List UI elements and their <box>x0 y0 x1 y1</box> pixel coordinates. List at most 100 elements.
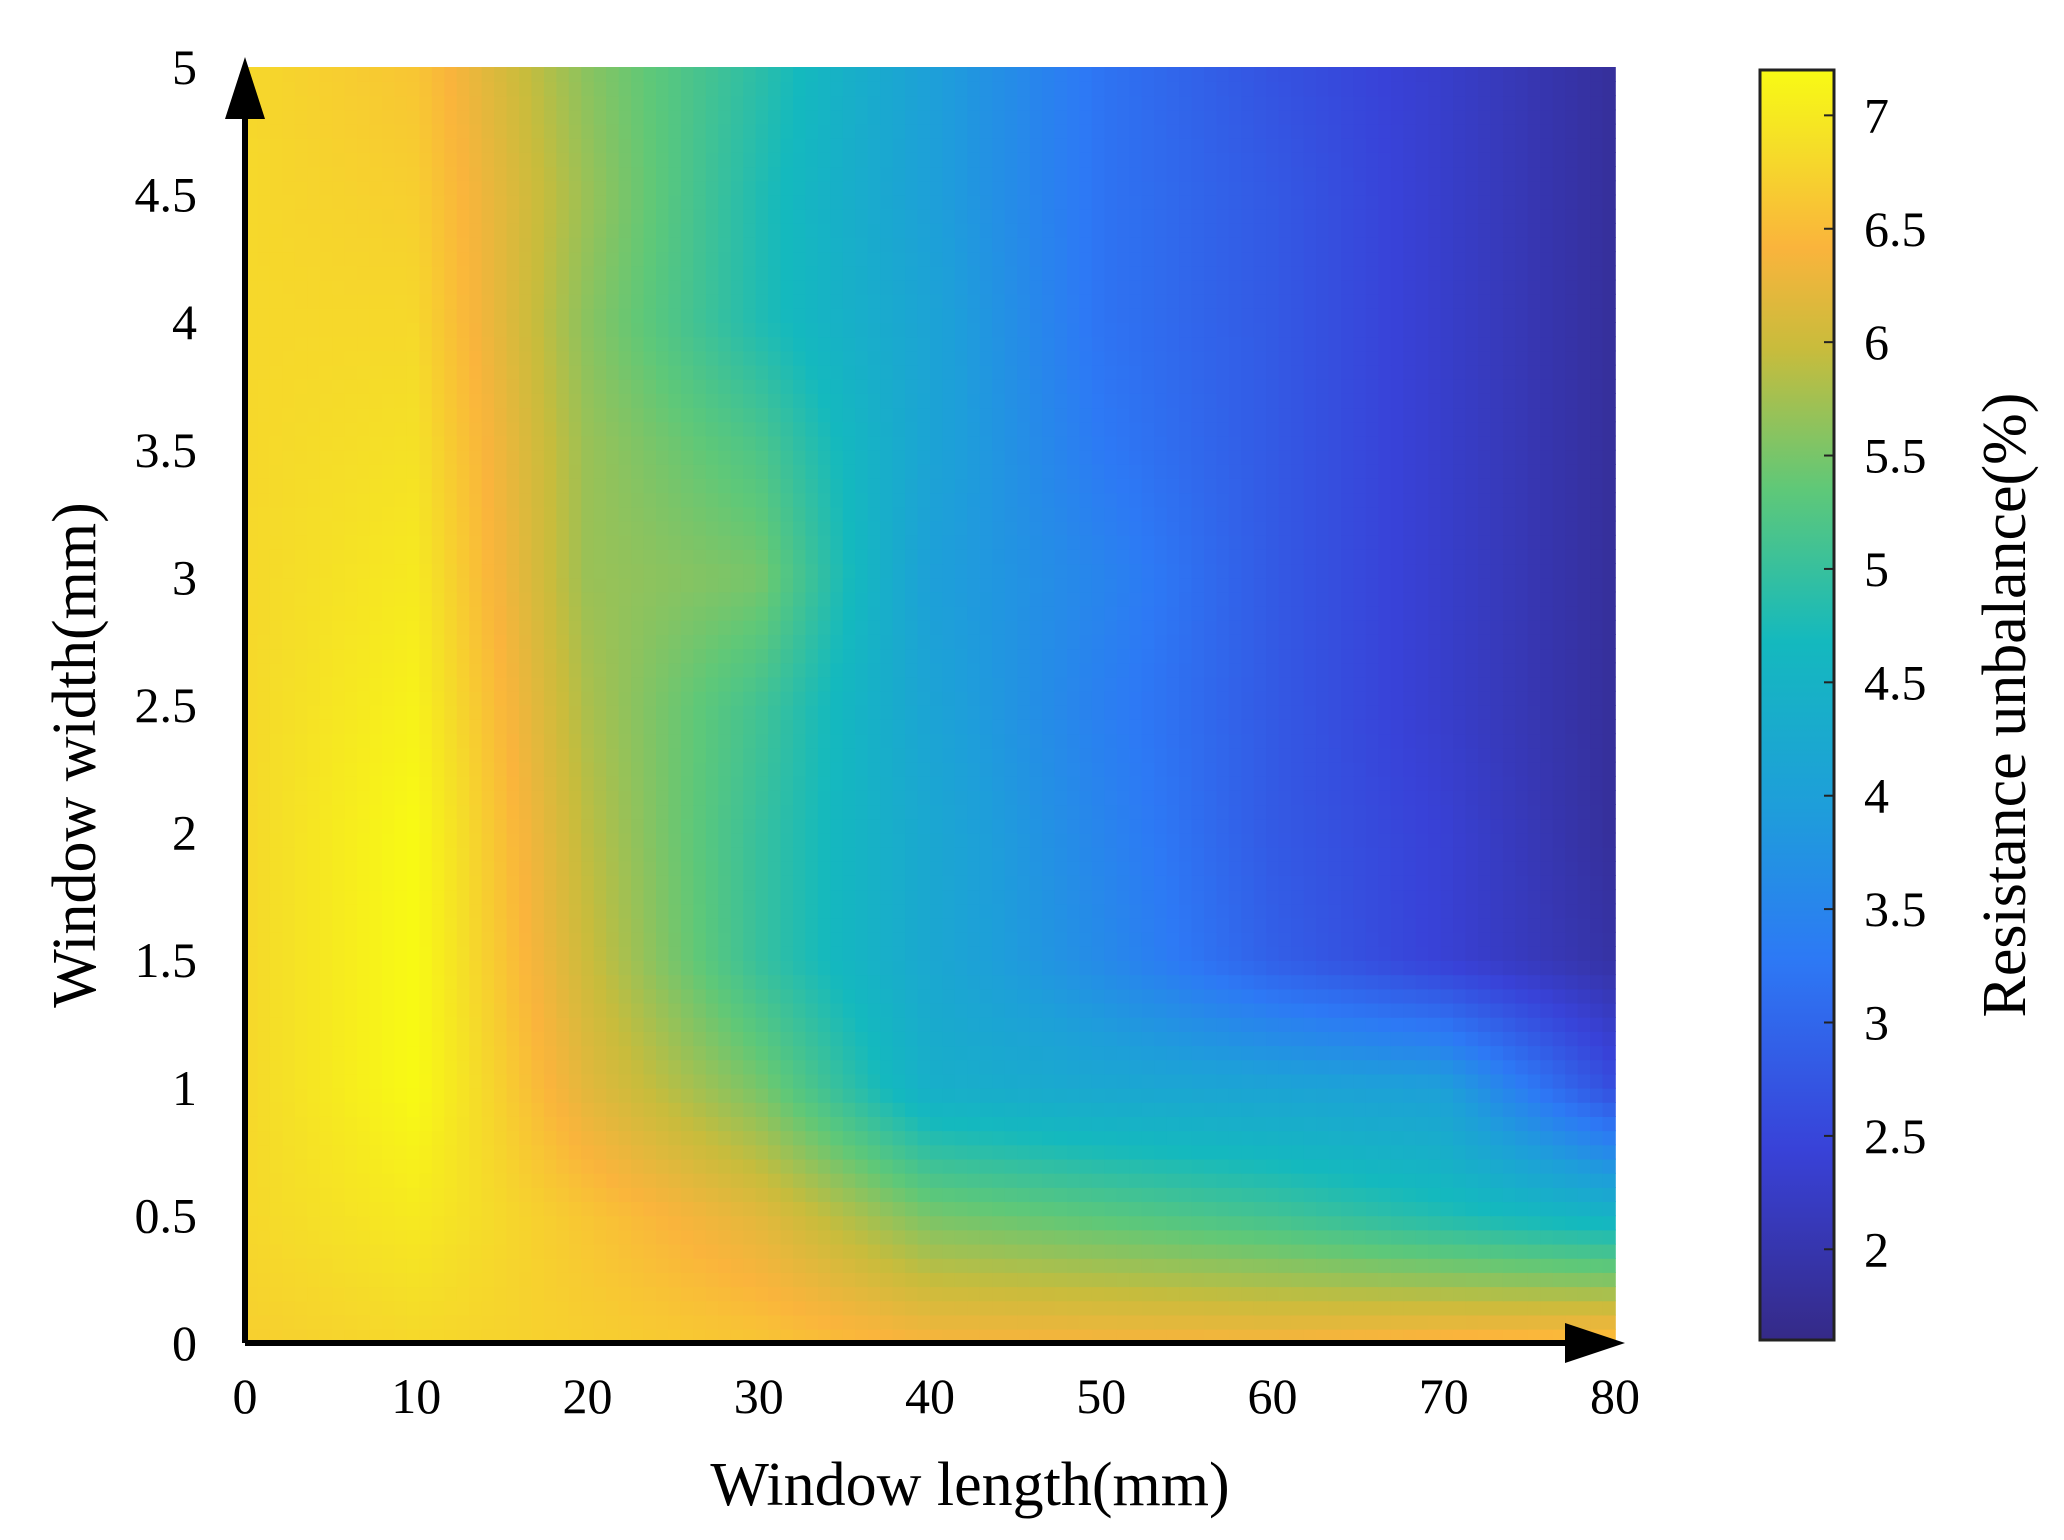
heatmap-cell <box>1204 818 1218 834</box>
heatmap-cell <box>568 1002 583 1018</box>
heatmap-cell <box>718 875 732 891</box>
heatmap-cell <box>568 946 583 961</box>
heatmap-cell <box>419 1257 433 1273</box>
heatmap-cell <box>1017 889 1031 905</box>
heatmap-cell <box>1054 1229 1068 1245</box>
heatmap-cell <box>817 1243 832 1259</box>
heatmap-cell <box>419 775 433 791</box>
heatmap-cell <box>282 1201 296 1217</box>
heatmap-cell <box>867 790 881 806</box>
heatmap-cell <box>1291 875 1305 891</box>
heatmap-cell <box>1465 960 1479 976</box>
heatmap-cell <box>1428 1101 1442 1117</box>
heatmap-cell <box>1017 705 1031 720</box>
heatmap-cell <box>1179 846 1193 862</box>
heatmap-cell <box>967 903 981 919</box>
heatmap-cell <box>855 1087 869 1103</box>
heatmap-cell <box>1278 988 1292 1004</box>
heatmap-cell <box>1166 1300 1180 1316</box>
heatmap-cell <box>1054 903 1068 919</box>
heatmap-cell <box>705 818 720 834</box>
heatmap-cell <box>269 1016 284 1032</box>
heatmap-cell <box>755 1087 769 1103</box>
heatmap-cell <box>1291 1002 1305 1018</box>
heatmap-cell <box>1278 1144 1292 1160</box>
heatmap-cell <box>942 747 956 763</box>
heatmap-cell <box>705 1243 720 1259</box>
heatmap-cell <box>481 1116 495 1132</box>
heatmap-cell <box>730 719 744 735</box>
heatmap-cell <box>830 1272 844 1288</box>
heatmap-cell <box>357 931 371 947</box>
heatmap-cell <box>469 931 483 947</box>
heatmap-cell <box>1440 1272 1454 1288</box>
heatmap-cell <box>730 1144 744 1160</box>
heatmap-cell <box>506 917 520 933</box>
heatmap-cell <box>357 775 371 791</box>
heatmap-cell <box>444 1300 458 1316</box>
heatmap-cell <box>1590 1158 1604 1174</box>
heatmap-cell <box>1328 917 1342 933</box>
heatmap-cell <box>1440 733 1454 749</box>
heatmap-cell <box>1067 1073 1081 1089</box>
heatmap-cell <box>1004 1172 1018 1188</box>
heatmap-cell <box>344 1243 358 1259</box>
heatmap-cell <box>1116 1215 1131 1231</box>
heatmap-cell <box>680 1016 695 1032</box>
heatmap-cell <box>307 860 321 876</box>
heatmap-cell <box>805 1016 819 1032</box>
heatmap-cell <box>1390 946 1405 961</box>
heatmap-cell <box>967 917 981 933</box>
heatmap-cell <box>1266 1272 1280 1288</box>
heatmap-cell <box>1204 790 1218 806</box>
heatmap-cell <box>1004 1073 1018 1089</box>
heatmap-cell <box>905 761 919 777</box>
heatmap-cell <box>1017 1215 1031 1231</box>
heatmap-cell <box>494 1073 508 1089</box>
heatmap-cell <box>1565 1031 1579 1047</box>
heatmap-cell <box>1079 790 1093 806</box>
heatmap-cell <box>382 775 396 791</box>
heatmap-cell <box>1378 1215 1392 1231</box>
heatmap-cell <box>506 1272 520 1288</box>
heatmap-cell <box>431 747 446 763</box>
heatmap-cell <box>344 1257 358 1273</box>
heatmap-cell <box>1328 1215 1342 1231</box>
heatmap-cell <box>1490 846 1504 862</box>
heatmap-cell <box>1465 1187 1479 1203</box>
heatmap-cell <box>494 1059 508 1075</box>
heatmap-cell <box>680 846 695 862</box>
heatmap-cell <box>1216 917 1230 933</box>
heatmap-cell <box>1291 1314 1305 1330</box>
heatmap-cell <box>643 1059 657 1075</box>
heatmap-cell <box>768 1201 782 1217</box>
heatmap-cell <box>369 690 383 706</box>
heatmap-cell <box>718 1101 732 1117</box>
heatmap-cell <box>319 1002 333 1018</box>
heatmap-cell <box>394 960 408 976</box>
heatmap-cell <box>1067 1101 1081 1117</box>
heatmap-cell <box>481 1201 495 1217</box>
heatmap-cell <box>1129 846 1143 862</box>
heatmap-cell <box>1141 818 1155 834</box>
heatmap-cell <box>1378 761 1392 777</box>
heatmap-cell <box>1590 903 1604 919</box>
heatmap-cell <box>469 761 483 777</box>
heatmap-cell <box>1017 719 1031 735</box>
heatmap-cell <box>357 1229 371 1245</box>
heatmap-cell <box>930 747 944 763</box>
heatmap-cell <box>1552 1215 1566 1231</box>
heatmap-cell <box>1104 1201 1118 1217</box>
heatmap-cell <box>1191 1215 1205 1231</box>
heatmap-cell <box>506 1016 520 1032</box>
heatmap-cell <box>1590 790 1604 806</box>
heatmap-cell <box>606 889 620 905</box>
heatmap-cell <box>631 1215 645 1231</box>
heatmap-cell <box>431 733 446 749</box>
heatmap-cell <box>1453 761 1467 777</box>
heatmap-cell <box>1029 1116 1043 1132</box>
heatmap-cell <box>1303 747 1317 763</box>
heatmap-cell <box>656 974 670 990</box>
heatmap-cell <box>1154 705 1168 720</box>
heatmap-cell <box>1378 1059 1392 1075</box>
